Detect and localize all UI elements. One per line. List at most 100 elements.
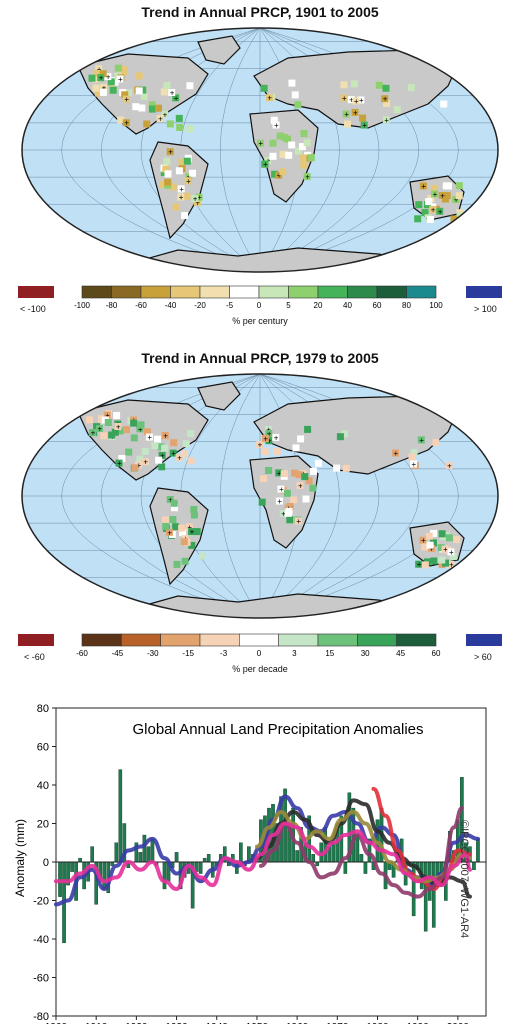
trend-grid-cell: [284, 135, 292, 143]
significance-plus-marker: +: [195, 199, 200, 208]
significance-plus-marker: +: [359, 96, 364, 105]
trend-grid-cell: [171, 504, 178, 512]
significance-plus-marker: +: [106, 73, 111, 82]
significance-plus-marker: +: [384, 116, 389, 125]
significance-plus-marker: +: [362, 121, 367, 130]
trend-grid-cell: [279, 510, 287, 517]
trend-grid-cell: [164, 170, 172, 178]
legend-color-step: [121, 633, 161, 647]
trend-grid-cell: [455, 182, 463, 190]
significance-plus-marker: +: [160, 451, 165, 460]
trend-grid-cell: [161, 432, 169, 439]
legend-color-step: [199, 633, 240, 647]
x-tick-label: 1950: [246, 1022, 269, 1024]
y-tick-label: -40: [33, 934, 49, 946]
trend-grid-cell: [186, 125, 194, 133]
anomaly-bar: [315, 861, 320, 867]
trend-grid-cell: [114, 64, 122, 72]
significance-plus-marker: +: [279, 485, 284, 494]
anomaly-bar: [150, 838, 155, 863]
trend-grid-cell: [163, 82, 171, 90]
trend-grid-cell: [269, 139, 277, 147]
trend-grid-cell: [393, 106, 401, 114]
legend-high-swatch: [466, 634, 502, 646]
significance-plus-marker: +: [102, 83, 107, 92]
trend-grid-cell: [286, 516, 294, 524]
legend-color-step: [81, 285, 112, 299]
trend-grid-cell: [414, 215, 422, 223]
trend-grid-cell: [298, 143, 306, 151]
legend-tick-label: 20: [314, 301, 323, 310]
trend-grid-cell: [92, 84, 100, 92]
trend-grid-cell: [447, 561, 455, 568]
trend-grid-cell: [440, 100, 448, 108]
trend-grid-cell: [184, 177, 192, 185]
trend-grid-cell: [135, 87, 143, 95]
trend-grid-cell: [449, 553, 457, 561]
trend-grid-cell: [300, 130, 308, 137]
significance-plus-marker: +: [443, 545, 448, 554]
map2-legend: -60 -45 -30 -15 -3 0 3 15 30 45 60 < -60 > 60 % pe…: [0, 630, 520, 682]
significance-plus-marker: +: [354, 97, 359, 106]
significance-plus-marker: +: [383, 95, 388, 104]
trend-grid-cell: [304, 425, 312, 433]
legend-color-step: [317, 285, 348, 299]
legend-tick-label: 0: [257, 301, 262, 310]
significance-plus-marker: +: [105, 411, 110, 420]
trend-grid-cell: [166, 120, 174, 128]
trend-grid-cell: [421, 561, 429, 569]
map1-legend-low-label: < -100: [20, 304, 46, 314]
anomaly-bar: [198, 861, 203, 874]
trend-grid-cell: [130, 419, 138, 427]
trend-grid-cell: [382, 116, 390, 124]
significance-plus-marker: +: [98, 425, 103, 434]
trend-grid-cell: [295, 147, 302, 155]
significance-plus-marker: +: [258, 441, 263, 450]
trend-grid-cell: [279, 168, 287, 176]
map1-title: Trend in Annual PRCP, 1901 to 2005: [141, 4, 379, 20]
trend-grid-cell: [183, 192, 191, 200]
trend-grid-cell: [191, 195, 199, 203]
trend-grid-cell: [294, 101, 302, 109]
trend-grid-cell: [193, 528, 201, 536]
anomaly-bar: [331, 842, 336, 863]
trend-grid-cell: [123, 426, 130, 434]
trend-grid-cell: [151, 442, 159, 450]
chart-title: Global Annual Land Precipitation Anomali…: [132, 721, 423, 738]
trend-grid-cell: [162, 516, 170, 524]
trend-grid-cell: [100, 83, 108, 91]
significance-plus-marker: +: [429, 544, 434, 553]
legend-tick-label: 60: [373, 301, 382, 310]
anomaly-bar: [114, 842, 119, 863]
trend-grid-cell: [280, 470, 288, 478]
trend-grid-cell: [315, 459, 322, 467]
significance-plus-marker: +: [118, 75, 123, 84]
trend-grid-cell: [173, 560, 181, 568]
trend-grid-cell: [117, 427, 124, 435]
trend-grid-cell: [258, 498, 266, 506]
trend-grid-cell: [265, 467, 273, 474]
legend-color-step: [81, 633, 122, 647]
anomaly-bar: [239, 842, 243, 863]
significance-plus-marker: +: [167, 528, 172, 537]
trend-grid-cell: [382, 84, 390, 92]
trend-grid-cell: [140, 93, 148, 100]
trend-grid-cell: [340, 94, 348, 102]
anomaly-bar: [476, 838, 480, 863]
trend-grid-cell: [199, 552, 206, 560]
trend-grid-cell: [193, 199, 201, 207]
trend-grid-cell: [310, 467, 317, 475]
legend-color-step: [357, 633, 397, 647]
y-tick-label: -20: [33, 896, 49, 908]
significance-plus-marker: +: [419, 436, 424, 445]
significance-plus-marker: +: [168, 148, 173, 157]
trend-grid-cell: [161, 444, 169, 452]
significance-plus-marker: +: [138, 425, 143, 434]
trend-grid-cell: [410, 449, 418, 456]
trend-grid-cell: [431, 190, 439, 198]
trend-grid-cell: [177, 185, 185, 193]
significance-plus-marker: +: [394, 449, 399, 458]
y-tick-label: -60: [33, 973, 49, 985]
trend-grid-cell: [183, 157, 191, 165]
x-tick-label: 1960: [286, 1022, 309, 1024]
